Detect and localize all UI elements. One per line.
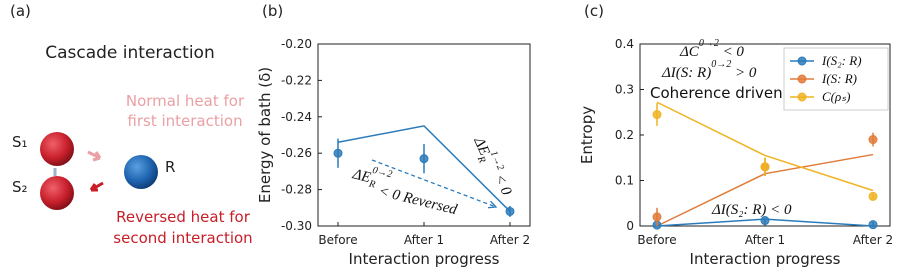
- y-tick-label: -0.24: [281, 110, 312, 124]
- data-point: [333, 148, 343, 158]
- annotation-text: ΔC: [679, 44, 700, 60]
- x-tick-label: Before: [318, 233, 357, 247]
- annotation-text: Coherence driven: [650, 84, 783, 102]
- y-tick-label: 0.4: [615, 37, 634, 51]
- annotation: ΔC0→2 < 0: [679, 38, 744, 60]
- chart-panel: (b) -0.20 -0.22 -0.24 -0.26 -0.28 -0.30 Before A…: [256, 2, 531, 268]
- y-tick-label: -0.30: [281, 219, 312, 233]
- legend-label: I(S: R): [821, 71, 857, 86]
- annotation-sup: 0→2: [711, 59, 731, 70]
- annotation-tail: < 0: [719, 44, 745, 60]
- x-tick-label: After 2: [490, 233, 530, 247]
- annotation-text: ΔE: [470, 134, 492, 158]
- y-axis-label: Entropy: [578, 106, 596, 164]
- x-tick-label: After 2: [853, 233, 893, 247]
- legend-marker: [797, 74, 807, 84]
- x-axis-label: Interaction progress: [690, 250, 841, 268]
- y-tick-label: -0.20: [281, 37, 312, 51]
- chart-panel: (c) 0 0.1 0.2 0.3 0.4 Before After 1 After 2 Inte…: [578, 2, 893, 268]
- s2-label: S₂: [12, 178, 28, 196]
- y-tick-label: 0.1: [615, 174, 634, 188]
- qubit-s2: [40, 176, 74, 210]
- annotation: ΔI(S₂: R) < 0: [711, 202, 792, 218]
- data-point: [652, 212, 662, 222]
- legend-marker: [797, 92, 807, 102]
- qubit-r: [124, 155, 158, 189]
- annotation-tail: < 0: [489, 168, 514, 198]
- data-point: [760, 162, 770, 172]
- annotation-text: ΔI(S: R): [661, 65, 711, 81]
- normal-heat-label: Normal heat for: [126, 92, 245, 110]
- y-tick-label: 0.2: [615, 128, 634, 142]
- annotation-sub: R: [475, 154, 488, 165]
- panel-label: (c): [584, 2, 604, 20]
- legend-label: C(ρₛ): [822, 89, 850, 104]
- data-point: [868, 220, 878, 230]
- data-point: [505, 206, 515, 216]
- x-tick-label: Before: [637, 233, 676, 247]
- annotation-arrow: [371, 159, 497, 208]
- reversed-heat-label: Reversed heat for: [116, 208, 251, 226]
- data-point: [760, 216, 770, 226]
- annotation-text: ΔI(S₂: R) < 0: [711, 202, 792, 218]
- annotation: ΔI(S: R)0→2 > 0: [661, 59, 757, 81]
- y-tick-label: -0.22: [281, 73, 312, 87]
- panel-label: (a): [10, 2, 31, 20]
- annotation-sup: 0→2: [699, 38, 719, 49]
- y-tick-label: -0.26: [281, 146, 312, 160]
- panel-a: (a) Cascade interaction Normal heat for …: [10, 2, 253, 247]
- y-axis-label: Energy of bath (δ): [256, 67, 274, 203]
- reversed-heat-arrow: [89, 181, 104, 192]
- y-tick-label: 0: [626, 219, 634, 233]
- diagram-title: Cascade interaction: [45, 43, 215, 63]
- reversed-heat-label: second interaction: [113, 229, 252, 247]
- x-axis-label: Interaction progress: [349, 250, 500, 268]
- normal-heat-label: first interaction: [127, 112, 242, 130]
- data-point: [419, 154, 429, 164]
- annotation: ΔER0→2: [349, 160, 393, 194]
- annotation-tail: > 0: [731, 65, 757, 81]
- x-tick-label: After 1: [404, 233, 444, 247]
- model-line: [337, 125, 511, 212]
- annotation-sup: 0→2: [371, 165, 393, 181]
- annotation-sub: R: [367, 178, 377, 190]
- legend-label: I(S₂: R): [821, 53, 862, 68]
- r-label: R: [165, 158, 175, 176]
- y-tick-label: 0.3: [615, 83, 634, 97]
- annotation-arrowhead: [487, 200, 498, 209]
- data-point: [868, 191, 878, 201]
- annotation-text: ΔE: [350, 166, 372, 186]
- panel-label: (b): [262, 2, 283, 20]
- normal-heat-arrow: [87, 150, 102, 162]
- y-tick-label: -0.28: [281, 183, 312, 197]
- model-line: [656, 101, 874, 192]
- annotation: Coherence driven: [650, 84, 783, 102]
- annotation: ΔER1→2 < 0: [467, 132, 516, 201]
- s1-label: S₁: [12, 133, 28, 151]
- legend-marker: [797, 56, 807, 66]
- data-point: [652, 110, 662, 120]
- data-point: [868, 135, 878, 145]
- qubit-s1: [40, 132, 74, 166]
- x-tick-label: After 1: [745, 233, 785, 247]
